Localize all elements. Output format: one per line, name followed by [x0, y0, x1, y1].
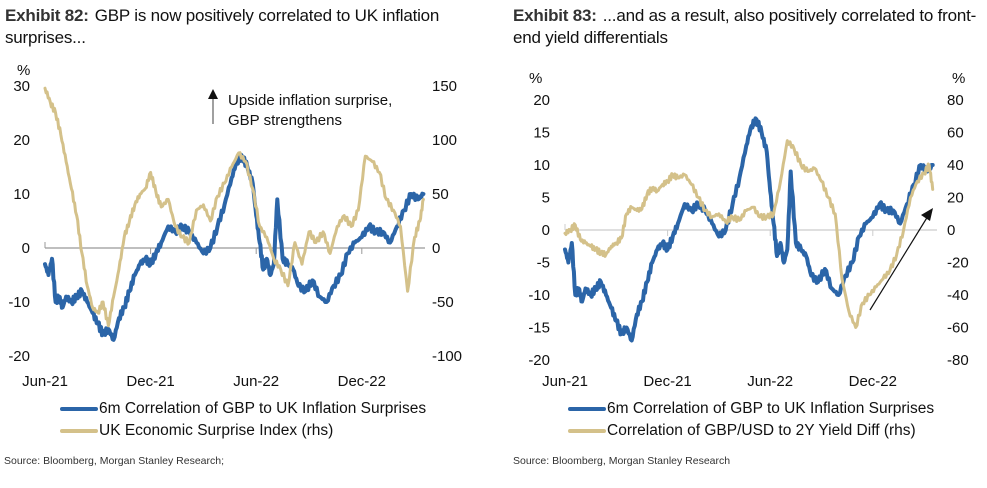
legend-label: Correlation of GBP/USD to 2Y Yield Diff … [607, 422, 916, 439]
exhibit-82-title: Exhibit 82: GBP is now positively correla… [5, 5, 490, 49]
left-y-tick-label: 15 [533, 125, 550, 142]
right-y-tick-label: -20 [947, 255, 969, 272]
x-tick-label: Jun-22 [233, 373, 279, 390]
right-y-tick-label: 0 [432, 240, 440, 257]
right-y-tick-label: -80 [947, 352, 969, 369]
annotation-text: Upside inflation surprise, GBP strengthe… [228, 91, 392, 131]
x-tick-label: Dec-21 [643, 373, 691, 390]
right-y-tick-label: 150 [432, 78, 457, 95]
arrow-head-icon [921, 208, 933, 221]
left-y-tick-label: -10 [528, 287, 550, 304]
left-y-tick-label: 0 [22, 240, 30, 257]
left-y-tick-label: -15 [528, 320, 550, 337]
left-y-tick-label: -10 [8, 294, 30, 311]
left-y-axis: 20 15 10 5 0 -5 -10 -15 -20 [528, 92, 550, 369]
right-y-tick-label: 20 [947, 190, 964, 207]
left-y-axis: 30 20 10 0 -10 -20 [8, 78, 30, 365]
left-y-tick-label: 5 [542, 190, 550, 207]
legend-swatch-blue [568, 407, 606, 411]
x-tick-label: Dec-22 [338, 373, 386, 390]
series-line-blue [43, 152, 426, 342]
left-y-tick-label: 30 [13, 78, 30, 95]
x-tick-label: Dec-22 [849, 373, 897, 390]
legend: 6m Correlation of GBP to UK Inflation Su… [60, 398, 426, 442]
annotation-line-1: Upside inflation surprise, [228, 92, 393, 109]
right-y-tick-label: -60 [947, 320, 969, 337]
left-y-tick-label: 10 [533, 157, 550, 174]
exhibit-83-label: Exhibit 83: [513, 6, 597, 25]
right-y-tick-label: -50 [432, 294, 454, 311]
legend-label: 6m Correlation of GBP to UK Inflation Su… [607, 400, 935, 417]
legend-swatch-gold [60, 429, 98, 433]
exhibit-82-panel: Exhibit 82: GBP is now positively correla… [0, 0, 490, 488]
legend-swatch-blue [60, 407, 98, 411]
x-tick-label: Jun-21 [22, 373, 68, 390]
right-y-tick-label: 100 [432, 132, 457, 149]
trend-arrow [869, 208, 933, 311]
x-axis: Jun-21 Dec-21 Jun-22 Dec-22 [542, 224, 937, 390]
right-y-tick-label: 40 [947, 157, 964, 174]
annotation-arrow [208, 89, 218, 124]
series-line-blue [563, 116, 935, 343]
right-y-tick-label: -100 [432, 348, 462, 365]
exhibit-83-title: Exhibit 83: ...and as a result, also posi… [513, 5, 983, 49]
x-tick-label: Dec-21 [126, 373, 174, 390]
legend-item-gold: UK Economic Surprise Index (rhs) [60, 420, 426, 442]
x-tick-label: Jun-21 [542, 373, 588, 390]
left-axis-unit: % [529, 70, 542, 87]
trend-arrow-shaft [869, 215, 929, 311]
series-line-gold [563, 139, 935, 329]
source-note: Source: Bloomberg, Morgan Stanley Resear… [4, 455, 225, 467]
series-lines [563, 116, 935, 343]
right-y-axis: 150 100 50 0 -50 -100 [432, 78, 462, 365]
x-axis: Jun-21 Dec-21 Jun-22 Dec-22 [22, 242, 425, 390]
left-y-tick-label: -20 [528, 352, 550, 369]
exhibit-82-title-text: GBP is now positively correlated to UK i… [5, 6, 440, 47]
legend-item-gold: Correlation of GBP/USD to 2Y Yield Diff … [568, 420, 934, 442]
source-note: Source: Bloomberg, Morgan Stanley Resear… [513, 455, 731, 467]
legend: 6m Correlation of GBP to UK Inflation Su… [568, 398, 934, 442]
right-y-tick-label: -40 [947, 287, 969, 304]
exhibit-83-panel: Exhibit 83: ...and as a result, also posi… [505, 0, 987, 488]
series-line-gold [43, 86, 425, 328]
right-y-axis: 80 60 40 20 0 -20 -40 -60 -80 [947, 92, 969, 369]
right-y-tick-label: 60 [947, 125, 964, 142]
legend-label: 6m Correlation of GBP to UK Inflation Su… [99, 400, 427, 417]
x-tick-label: Jun-22 [747, 373, 793, 390]
exhibit-83-chart: % % 20 15 10 5 0 -5 -10 -15 -20 80 60 40 20 0 -20 -40 -… [528, 70, 969, 390]
arrow-up-icon [208, 89, 218, 99]
legend-label: UK Economic Surprise Index (rhs) [99, 422, 334, 439]
left-y-tick-label: -20 [8, 348, 30, 365]
right-y-tick-label: 50 [432, 186, 449, 203]
right-y-tick-label: 0 [947, 222, 955, 239]
left-y-tick-label: 10 [13, 186, 30, 203]
right-y-tick-label: 80 [947, 92, 964, 109]
exhibit-83-title-text: ...and as a result, also positively corr… [513, 6, 977, 47]
left-y-tick-label: -5 [537, 255, 550, 272]
right-axis-unit: % [952, 70, 965, 87]
legend-swatch-gold [568, 429, 606, 433]
left-y-tick-label: 20 [533, 92, 550, 109]
left-y-tick-label: 20 [13, 132, 30, 149]
legend-item-blue: 6m Correlation of GBP to UK Inflation Su… [60, 398, 426, 420]
left-axis-unit: % [17, 62, 30, 79]
annotation-line-2: GBP strengthens [228, 112, 342, 129]
series-lines [43, 86, 426, 342]
left-y-tick-label: 0 [542, 222, 550, 239]
legend-item-blue: 6m Correlation of GBP to UK Inflation Su… [568, 398, 934, 420]
exhibit-82-label: Exhibit 82: [5, 6, 89, 25]
